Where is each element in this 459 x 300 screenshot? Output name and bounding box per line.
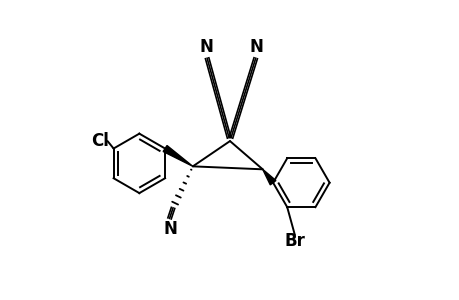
Text: Cl: Cl bbox=[91, 132, 109, 150]
Text: N: N bbox=[163, 220, 177, 238]
Text: Br: Br bbox=[284, 232, 305, 250]
Text: N: N bbox=[249, 38, 263, 56]
Text: N: N bbox=[199, 38, 213, 56]
Polygon shape bbox=[262, 169, 275, 185]
Polygon shape bbox=[163, 146, 192, 166]
